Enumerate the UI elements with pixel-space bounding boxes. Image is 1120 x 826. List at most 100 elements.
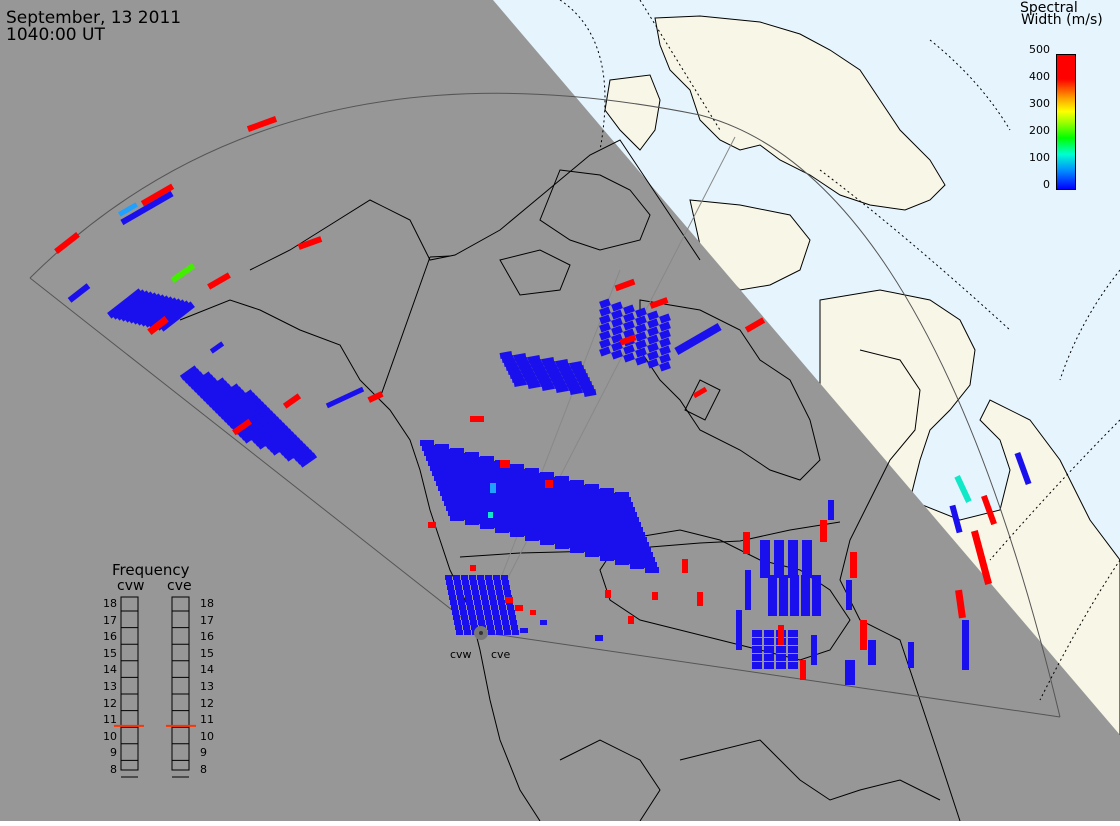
echo-cell [488, 476, 502, 482]
echo-cell [801, 595, 810, 601]
echo-cell [812, 610, 821, 616]
echo-cell [962, 620, 969, 670]
echo-cell [170, 263, 196, 283]
echo-cell [802, 546, 812, 554]
echo-cell [635, 339, 647, 350]
echo-cell [552, 502, 566, 508]
echo-cell [801, 605, 810, 611]
echo-cell [811, 635, 817, 665]
echo-cell [558, 517, 572, 523]
echo-cell [788, 570, 798, 578]
echo-cell [555, 385, 569, 393]
echo-cell [512, 630, 519, 635]
echo-cell [469, 575, 476, 580]
echo-cell [465, 452, 479, 458]
echo-cell [788, 662, 798, 669]
echo-cell [564, 532, 578, 538]
echo-cell [475, 605, 482, 610]
echo-cell [538, 534, 552, 540]
echo-cell [218, 404, 238, 420]
echo-cell [441, 459, 455, 465]
echo-cell [860, 620, 867, 650]
echo-cell [426, 455, 440, 461]
echo-cell [599, 314, 611, 325]
echo-cell [623, 344, 635, 355]
echo-cell [520, 628, 528, 633]
echo-cell [630, 563, 644, 569]
echo-cell [458, 468, 472, 474]
echo-cell [445, 575, 452, 580]
echo-cell [590, 530, 604, 536]
echo-cell [292, 446, 312, 462]
echo-cell [908, 642, 914, 668]
echo-cell [537, 498, 551, 504]
frequency-tick-label: 11 [200, 713, 214, 727]
echo-cell [760, 570, 770, 578]
echo-cell [595, 635, 603, 641]
echo-cell [325, 386, 365, 409]
echo-cell [647, 318, 659, 329]
echo-cell [446, 505, 460, 511]
echo-cell [788, 630, 798, 637]
echo-cell [565, 501, 579, 507]
echo-cell [206, 392, 226, 408]
echo-cell [500, 506, 514, 512]
echo-cell [582, 510, 596, 516]
echo-cell [574, 490, 588, 496]
echo-cell [448, 510, 462, 516]
echo-cell [606, 503, 620, 509]
echo-cell [577, 531, 591, 537]
echo-cell [267, 437, 287, 453]
echo-cell [649, 297, 669, 309]
echo-cell [432, 470, 446, 476]
echo-cell [599, 298, 611, 309]
echo-cell [645, 567, 659, 573]
echo-cell [480, 456, 494, 462]
echo-cell [449, 595, 456, 600]
echo-cell [788, 564, 798, 572]
echo-cell [465, 519, 479, 525]
echo-cell [521, 525, 535, 531]
echo-cell [464, 590, 471, 595]
echo-cell [495, 625, 502, 630]
echo-cell [774, 570, 784, 578]
echo-cell [489, 595, 496, 600]
echo-cell [812, 580, 821, 586]
echo-cell [779, 610, 788, 616]
echo-cell [571, 516, 585, 522]
echo-cell [790, 590, 799, 596]
echo-cell [530, 514, 544, 520]
echo-cell [502, 620, 509, 625]
echo-cell [485, 615, 492, 620]
echo-cell [628, 616, 634, 624]
echo-cell [776, 654, 786, 661]
echo-cell [502, 511, 516, 517]
echo-cell [752, 638, 762, 645]
echo-cell [570, 480, 584, 486]
echo-cell [768, 595, 777, 601]
echo-cell [477, 615, 484, 620]
echo-cell [614, 278, 636, 292]
echo-cell [779, 575, 788, 581]
echo-cell [659, 321, 671, 332]
echo-cell [513, 379, 527, 387]
echo-cell [463, 625, 470, 630]
echo-cell [547, 523, 561, 529]
echo-cell [281, 443, 301, 459]
echo-cell [659, 313, 671, 324]
echo-cell [246, 116, 278, 132]
echo-cell [182, 368, 202, 384]
echo-cell [463, 514, 477, 520]
echo-cell [490, 600, 497, 605]
echo-cell [776, 646, 786, 653]
echo-cell [476, 513, 490, 519]
echo-cell [485, 502, 499, 508]
echo-cell [474, 508, 488, 514]
echo-cell [596, 545, 610, 551]
echo-cell [449, 479, 463, 485]
echo-cell [434, 475, 448, 481]
echo-cell [612, 518, 626, 524]
echo-cell [491, 605, 498, 610]
echo-cell [468, 493, 482, 499]
